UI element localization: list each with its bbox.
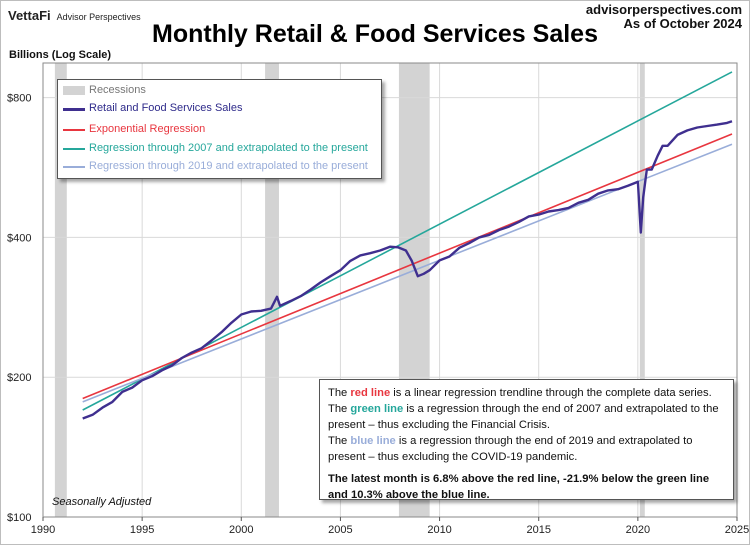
legend-swatch [63,108,85,111]
y-tick-label: $200 [7,372,31,384]
legend-label: Regression through 2019 and extrapolated… [89,160,368,172]
legend-item-2007-regression: Regression through 2007 and extrapolated… [63,142,378,156]
note-text: The [328,387,351,399]
y-tick-label: $800 [7,93,31,105]
legend-swatch [63,166,85,168]
y-axis-label: Billions (Log Scale) [9,49,112,61]
legend-label: Retail and Food Services Sales [89,102,243,114]
legend-item-exp-regression: Exponential Regression [63,123,378,137]
source-block: advisorperspectives.com As of October 20… [586,3,742,31]
note-red: The red line is a linear regression tren… [328,385,725,401]
note-text: is a regression through the end of 2019 … [328,435,693,463]
note-green: The green line is a regression through t… [328,401,725,433]
recession-band [639,63,645,517]
y-tick-label: $400 [7,232,31,244]
legend-swatch [63,86,85,95]
note-text: is a linear regression trendline through… [390,387,712,399]
legend-item-sales: Retail and Food Services Sales [63,102,378,116]
legend-item-recessions: Recessions [63,84,378,98]
legend-item-2019-regression: Regression through 2019 and extrapolated… [63,160,378,174]
x-tick-label: 2010 [427,524,451,536]
x-tick-label: 2015 [526,524,550,536]
chart-title: Monthly Retail & Food Services Sales [152,20,598,48]
seasonally-adjusted-note: Seasonally Adjusted [52,496,152,508]
note-highlight: red line [350,387,391,399]
legend-label: Exponential Regression [89,123,206,135]
note-highlight: blue line [350,435,396,447]
y-tick-label: $100 [7,512,31,524]
x-tick-label: 2005 [328,524,352,536]
plot-area-border [42,62,738,518]
brand-name: VettaFi [8,8,51,23]
note-text: The [328,435,351,447]
x-tick-label: 2020 [626,524,650,536]
brand-logo: VettaFi Advisor Perspectives [8,8,141,23]
source-url: advisorperspectives.com [585,2,742,17]
explanation-box: The red line is a linear regression tren… [319,379,734,501]
x-tick-label: 1990 [31,524,55,536]
note-text: is a regression through the end of 2007 … [328,403,719,431]
series-line-exponential-regression [82,133,733,400]
note-blue: The blue line is a regression through th… [328,433,725,465]
series-line-retail-and-food-services-sales [82,120,733,420]
x-tick-label: 2025 [725,524,749,536]
recession-band [54,63,67,517]
note-highlight: green line [350,403,404,415]
x-tick-label: 1995 [130,524,154,536]
chart-legend: Recessions Retail and Food Services Sale… [57,79,382,179]
legend-swatch [63,148,85,150]
latest-month-summary: The latest month is 6.8% above the red l… [328,473,710,501]
legend-label: Regression through 2007 and extrapolated… [89,142,368,154]
as-of-date: As of October 2024 [623,16,743,31]
x-tick-label: 2000 [229,524,253,536]
note-text: The [328,403,351,415]
brand-subtitle: Advisor Perspectives [56,12,141,22]
legend-swatch [63,129,85,131]
legend-label: Recessions [89,84,146,96]
